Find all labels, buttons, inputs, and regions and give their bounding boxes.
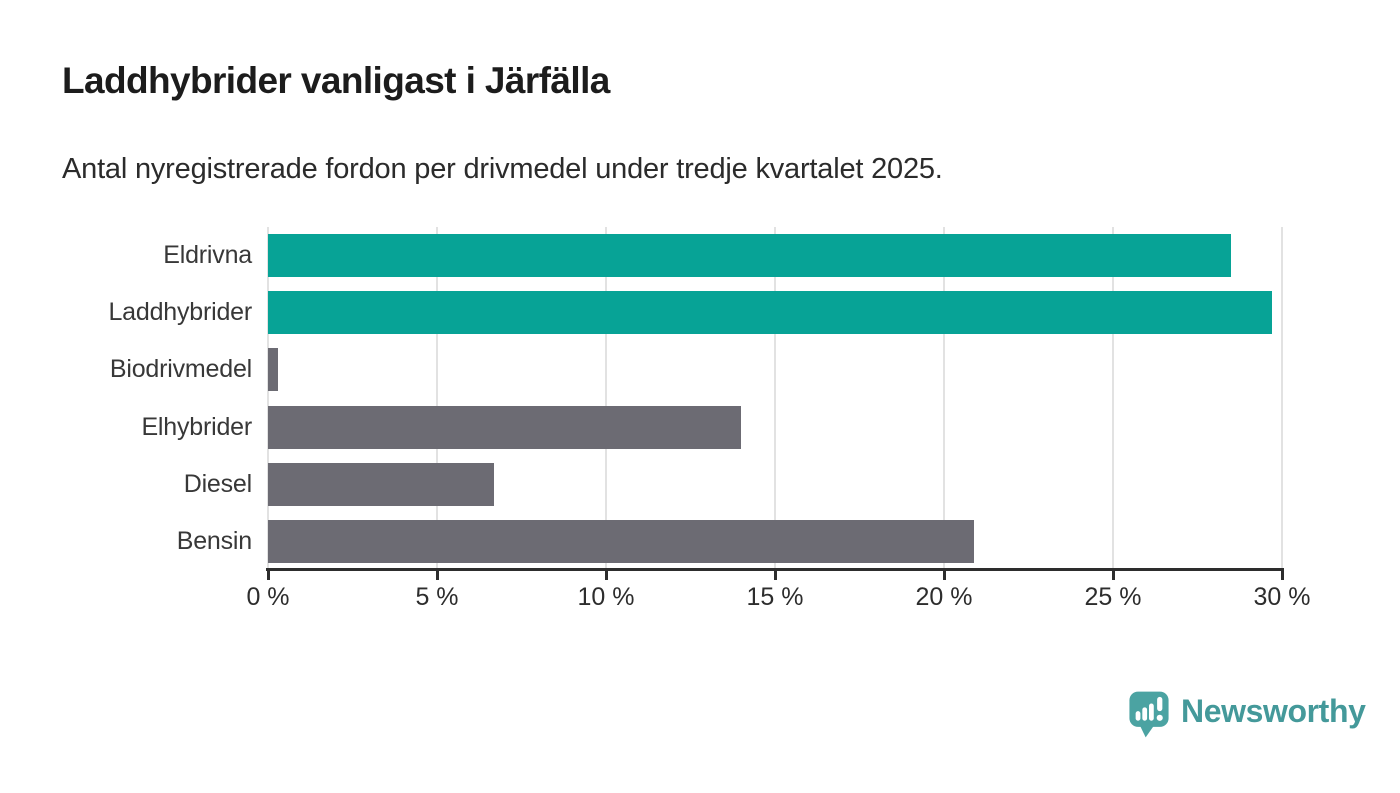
bar-glyph-medium (1142, 707, 1148, 721)
x-tick-label-15pct: 15 % (746, 583, 804, 611)
category-label-biodrivmedel: Biodrivmedel (109, 355, 252, 384)
plot-area (267, 227, 1283, 570)
x-tick-25pct (1111, 571, 1115, 580)
bar-elhybrider (268, 405, 742, 449)
bar-glyph-large (1149, 703, 1154, 721)
bar-glyph-small (1135, 711, 1141, 721)
newsworthy-wordmark: Newsworthy (1181, 693, 1366, 729)
exclamation-stem (1157, 696, 1163, 712)
gridline-15pct (774, 227, 776, 570)
bar-bensin (268, 519, 975, 563)
gridline-5pct (436, 227, 438, 570)
x-tick-0pct (266, 571, 270, 580)
chart-title: Laddhybrider vanligast i Järfälla (62, 60, 610, 101)
bar-row-elhybrider (268, 399, 1282, 456)
bar-rows (268, 227, 1282, 570)
bar-row-eldrivna (268, 227, 1282, 284)
x-tick-label-20pct: 20 % (915, 583, 973, 611)
bar-diesel (268, 462, 495, 506)
newsworthy-logo: Newsworthy (1128, 690, 1366, 739)
x-axis-line (266, 568, 1284, 571)
x-tick-15pct (773, 571, 777, 580)
bar-biodrivmedel (268, 348, 279, 392)
x-tick-5pct (435, 571, 439, 580)
x-tick-label-10pct: 10 % (577, 583, 635, 611)
newsworthy-icon (1129, 691, 1169, 738)
bar-laddhybrider (268, 291, 1272, 335)
category-label-diesel: Diesel (183, 469, 252, 498)
gridline-30pct (1281, 227, 1283, 570)
category-label-laddhybrider: Laddhybrider (108, 298, 252, 327)
x-tick-20pct (942, 571, 946, 580)
category-label-bensin: Bensin (176, 526, 252, 555)
gridline-20pct (943, 227, 945, 570)
x-tick-label-30pct: 30 % (1253, 583, 1311, 611)
bar-row-bensin (268, 513, 1282, 570)
gridline-0pct (267, 227, 269, 570)
x-tick-label-25pct: 25 % (1084, 583, 1142, 611)
category-label-elhybrider: Elhybrider (141, 412, 252, 441)
x-tick-label-0pct: 0 % (246, 583, 290, 611)
category-axis-labels: Eldrivna Laddhybrider Biodrivmedel Elhybrid… (0, 227, 252, 570)
bar-row-biodrivmedel (268, 341, 1282, 398)
bar-row-diesel (268, 456, 1282, 513)
category-label-eldrivna: Eldrivna (163, 241, 252, 270)
gridline-25pct (1112, 227, 1114, 570)
x-tick-label-5pct: 5 % (415, 583, 459, 611)
x-tick-10pct (604, 571, 608, 580)
gridline-10pct (605, 227, 607, 570)
x-tick-30pct (1280, 571, 1284, 580)
bar-eldrivna (268, 234, 1232, 278)
bar-row-laddhybrider (268, 284, 1282, 341)
chart-subtitle: Antal nyregistrerade fordon per drivmede… (62, 153, 943, 185)
speech-bubble-tail (1139, 724, 1155, 738)
exclamation-dot (1156, 714, 1163, 721)
